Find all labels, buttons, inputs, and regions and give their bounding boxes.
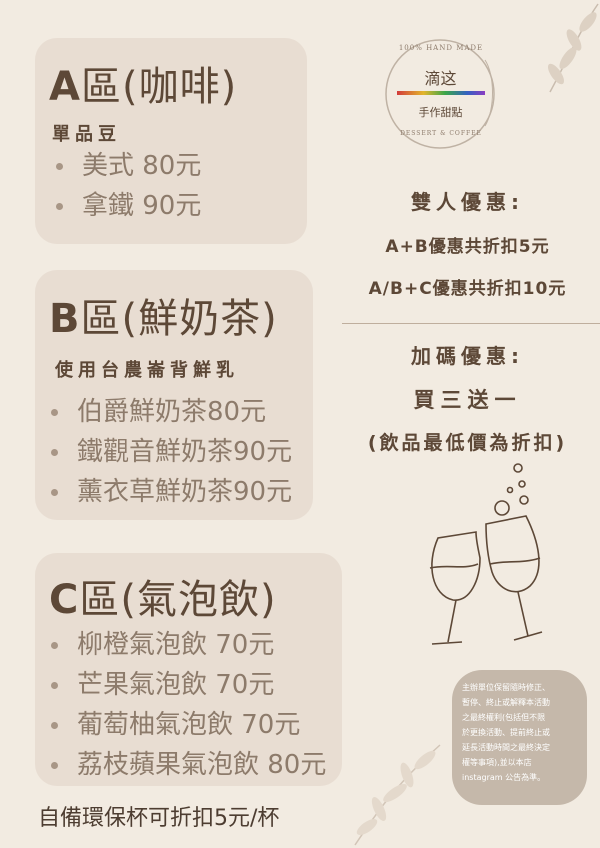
extra-promo-line-2: (飲品最低價為折扣) xyxy=(367,432,568,454)
leaf-branch-icon xyxy=(547,3,599,93)
notice-line: 暫停、終止或解釋本活動 xyxy=(462,698,550,707)
list-item: 薰衣草鮮奶茶90元 xyxy=(47,472,292,512)
double-promo-line-2: A/B+C優惠共折扣10元 xyxy=(368,279,567,299)
section-a-list: 美式 80元 拿鐵 90元 xyxy=(52,146,201,226)
notice-line: instagram 公告為準。 xyxy=(462,773,546,782)
section-b-card: B區(鮮奶茶) 使用台農崙背鮮乳 伯爵鮮奶茶80元 鐵觀音鮮奶茶90元 薰衣草鮮… xyxy=(35,270,313,520)
list-item: 柳橙氣泡飲 70元 xyxy=(47,625,326,665)
list-item: 伯爵鮮奶茶80元 xyxy=(47,392,292,432)
logo-tagline: 手作甜點 xyxy=(418,106,463,119)
notice-box: 主辦單位保留隨時修正、 暫停、終止或解釋本活動 之最終權利(包括但不限 於更換活… xyxy=(452,670,587,805)
section-a-letter: A xyxy=(49,64,81,110)
section-b-subtitle: 使用台農崙背鮮乳 xyxy=(55,360,239,381)
double-promo-title: 雙人優惠: xyxy=(411,190,524,214)
footer-note: 自備環保杯可折扣5元/杯 xyxy=(38,806,280,831)
section-b-title-text: 區(鮮奶茶) xyxy=(80,296,278,342)
list-item: 拿鐵 90元 xyxy=(52,186,201,226)
notice-line: 之最終權利(包括但不限 xyxy=(462,713,546,722)
notice-line: 延長活動時間之最終決定 xyxy=(462,743,550,752)
section-b-list: 伯爵鮮奶茶80元 鐵觀音鮮奶茶90元 薰衣草鮮奶茶90元 xyxy=(47,392,292,512)
section-a-title-text: 區(咖啡) xyxy=(80,64,238,110)
logo-arc-bottom: DESSERT & COFFEE xyxy=(400,130,482,137)
section-c-letter: C xyxy=(49,577,80,623)
list-item: 鐵觀音鮮奶茶90元 xyxy=(47,432,292,472)
section-a-card: A區(咖啡) 單品豆 美式 80元 拿鐵 90元 xyxy=(35,38,307,244)
list-item: 芒果氣泡飲 70元 xyxy=(47,665,326,705)
leaf-branch-icon xyxy=(354,744,441,846)
section-a-subtitle: 單品豆 xyxy=(52,124,121,145)
notice-line: 權等事項),並以本店 xyxy=(462,758,532,767)
logo-name: 滴这 xyxy=(424,69,457,88)
section-c-list: 柳橙氣泡飲 70元 芒果氣泡飲 70元 葡萄柚氣泡飲 70元 荔枝蘋果氣泡飲 8… xyxy=(47,625,326,785)
section-b-title: B區(鮮奶茶) xyxy=(49,286,278,344)
extra-promo-line-1: 買三送一 xyxy=(413,388,522,412)
list-item: 美式 80元 xyxy=(52,146,201,186)
notice-line: 於更換活動、提前終止或 xyxy=(462,728,550,737)
extra-promo-title: 加碼優惠: xyxy=(411,344,524,368)
list-item: 荔枝蘋果氣泡飲 80元 xyxy=(47,745,326,785)
logo-arc-top: 100% HAND MADE xyxy=(398,44,484,52)
logo-badge-icon xyxy=(385,39,495,149)
wine-glasses-toast-icon xyxy=(429,463,543,645)
section-a-title: A區(咖啡) xyxy=(49,54,237,112)
section-b-letter: B xyxy=(49,296,81,342)
notice-line: 主辦單位保留隨時修正、 xyxy=(462,683,550,692)
section-c-title-text: 區(氣泡飲) xyxy=(79,577,277,623)
double-promo-line-1: A+B優惠共折扣5元 xyxy=(385,237,550,257)
promo-divider xyxy=(342,323,600,324)
brand-logo: 100% HAND MADE 滴这 手作甜點 DESSERT & COFFEE xyxy=(383,30,498,160)
list-item: 葡萄柚氣泡飲 70元 xyxy=(47,705,326,745)
section-c-title: C區(氣泡飲) xyxy=(49,567,277,625)
section-c-card: C區(氣泡飲) 柳橙氣泡飲 70元 芒果氣泡飲 70元 葡萄柚氣泡飲 70元 荔… xyxy=(35,553,342,786)
